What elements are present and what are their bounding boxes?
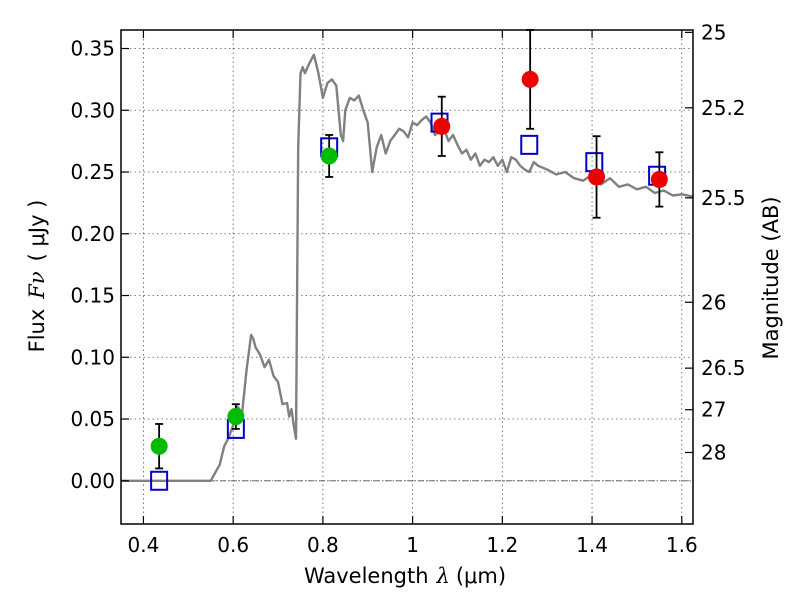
y2-tick-label: 26: [701, 290, 726, 314]
ticks: [121, 30, 693, 524]
green-point: [150, 437, 168, 455]
y-tick-label: 0.20: [70, 222, 115, 246]
red-point: [650, 170, 668, 188]
x-axis-title-prefix: Wavelength: [304, 564, 429, 588]
x-tick-label: 0.6: [217, 533, 249, 557]
y-axis-symbol: Fν: [25, 271, 49, 300]
y-tick-label: 0.05: [70, 407, 115, 431]
y-tick-label: 0.00: [70, 469, 115, 493]
red-point: [588, 168, 606, 186]
y2-axis-title: Magnitude (AB): [759, 196, 783, 359]
model-point: [585, 152, 604, 173]
y2-tick-label: 28: [701, 440, 726, 464]
y2-tick-label: 25.2: [701, 96, 746, 120]
grid-lines: [121, 30, 693, 524]
y-axis-unit: ( μJy ): [25, 200, 49, 262]
x-tick-label: 1.4: [576, 533, 608, 557]
x-tick-label: 0.8: [307, 533, 339, 557]
x-tick-label: 1: [406, 533, 419, 557]
red-point: [521, 70, 539, 88]
y-tick-label: 0.30: [70, 98, 115, 122]
sed-curve: [121, 53, 694, 482]
sed-layer: [121, 53, 694, 482]
error-bars-layer: [155, 29, 664, 470]
green-point: [227, 408, 245, 426]
tick-labels: 0.4 0.6 0.8 1 1.2 1.4 1.6 0.00 0.05 0.10 0.15 0.20 0…: [70, 20, 745, 557]
y2-tick-label: 25.5: [701, 186, 746, 210]
y-axis-title: Flux Fν ( μJy ): [25, 200, 49, 353]
y-tick-label: 0.15: [70, 284, 115, 308]
y-tick-label: 0.10: [70, 345, 115, 369]
plot-frame: [120, 29, 694, 525]
x-tick-label: 0.4: [128, 533, 160, 557]
y2-tick-label: 25: [701, 20, 726, 44]
x-tick-label: 1.6: [666, 533, 698, 557]
x-tick-label: 1.2: [486, 533, 518, 557]
y2-tick-label: 26.5: [701, 356, 746, 380]
model-point: [520, 134, 539, 155]
model-point: [150, 470, 169, 491]
y-tick-label: 0.25: [70, 160, 115, 184]
y-tick-label: 0.35: [70, 37, 115, 61]
model-points-layer: [150, 112, 667, 491]
green-point: [320, 147, 338, 165]
y2-tick-label: 27: [701, 398, 726, 422]
x-axis-symbol: λ: [436, 564, 450, 588]
x-axis-title: Wavelength λ (μm): [304, 564, 506, 588]
x-axis-unit: (μm): [456, 564, 506, 588]
red-point: [433, 117, 451, 135]
y-axis-title-prefix: Flux: [25, 309, 49, 353]
observed-points-layer: [150, 70, 668, 455]
